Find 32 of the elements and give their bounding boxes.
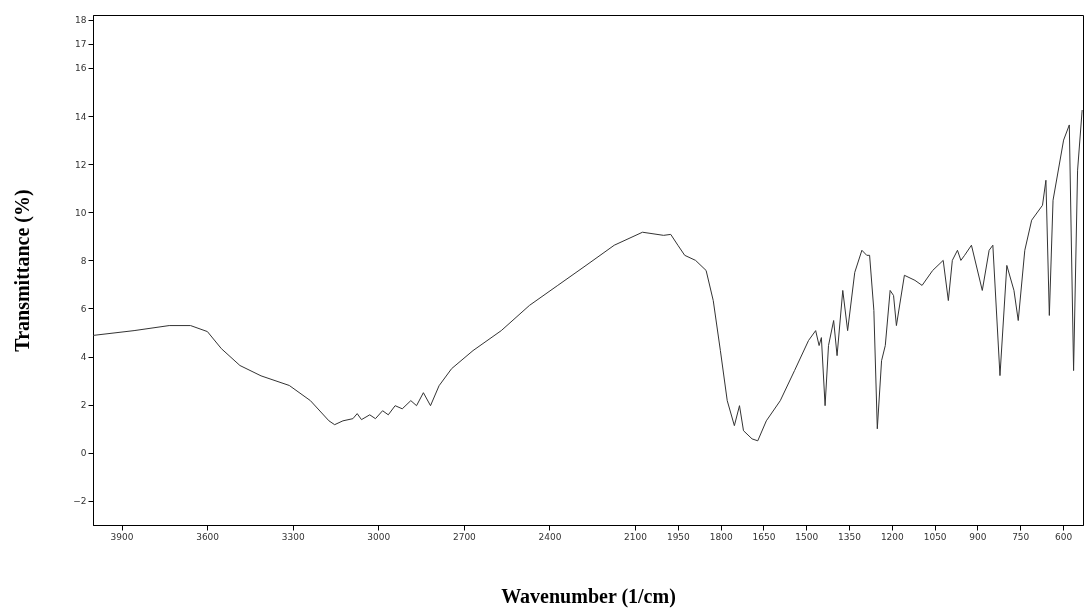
x-tick-label: 2100 [624, 531, 648, 542]
y-tick-label: 12 [75, 159, 87, 170]
x-tick-label: 1050 [923, 531, 947, 542]
y-tick-label: 8 [80, 255, 87, 266]
x-tick-label: 1500 [795, 531, 819, 542]
y-tick-label: 0 [80, 448, 87, 459]
y-tick-label: 10 [75, 207, 87, 218]
x-tick-label: 600 [1054, 531, 1073, 542]
y-tick-label: 18 [75, 15, 87, 26]
x-tick-label: 750 [1012, 531, 1030, 542]
x-tick-label: 1950 [666, 531, 691, 542]
x-axis-title: Wavenumber (1/cm) [501, 584, 676, 608]
x-tick-label: 1200 [880, 531, 905, 542]
line-series [92, 109, 1083, 442]
x-tick-label: 3300 [281, 531, 305, 542]
x-tick-label: 3900 [110, 531, 134, 542]
x-tick-label: 1650 [752, 531, 776, 542]
y-tick-label: 4 [80, 352, 87, 363]
x-tick-label: 900 [969, 531, 987, 542]
x-tick-label: 1350 [838, 531, 862, 542]
x-tick-label: 2400 [538, 531, 562, 542]
y-axis-title: Transmittance (%) [11, 189, 35, 352]
y-tick-label: 14 [75, 111, 87, 122]
x-tick-label: 3000 [367, 531, 391, 542]
x-tick-label: 1800 [709, 531, 733, 542]
y-tick-label: 16 [75, 63, 87, 74]
y-tick-label: 17 [75, 39, 87, 50]
y-tick-label: −2 [73, 496, 87, 507]
y-tick-label: 2 [80, 400, 87, 411]
y-tick-label: 6 [80, 303, 87, 314]
x-tick-label: 2700 [452, 531, 477, 542]
x-tick-label: 3600 [196, 531, 220, 542]
